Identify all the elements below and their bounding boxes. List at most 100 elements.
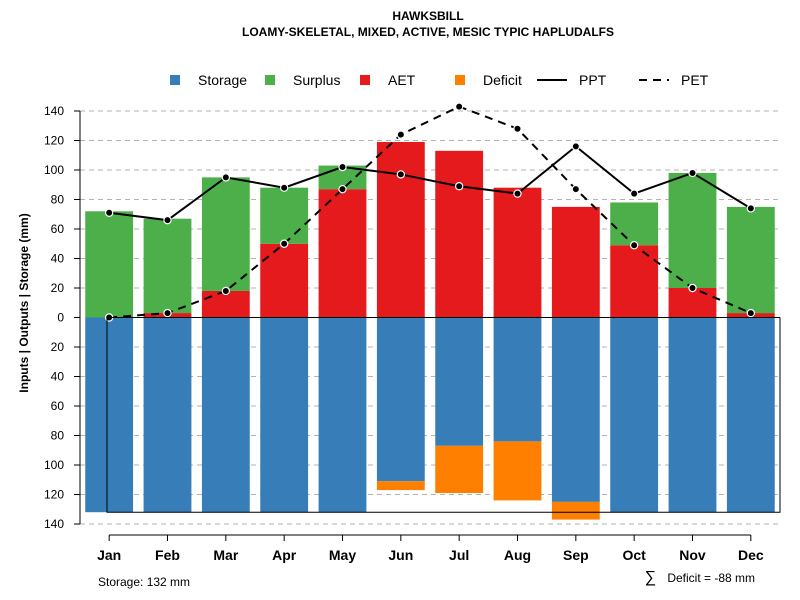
storage-bar (493, 317, 542, 442)
aet-bar (610, 245, 659, 318)
surplus-bar (610, 202, 659, 246)
y-tick-label: 140 (44, 104, 64, 118)
x-tick-label-sep: Sep (563, 547, 589, 563)
pet-point (396, 130, 406, 139)
y-tick-label: 80 (51, 193, 65, 207)
legend-label-ppt: PPT (579, 72, 607, 88)
aet-bar (668, 288, 717, 318)
x-tick-label-dec: Dec (738, 547, 764, 563)
surplus-bar (726, 206, 775, 314)
aet-bar (493, 187, 542, 318)
ppt-point (104, 208, 114, 217)
pet-point (338, 184, 347, 194)
pet-point (629, 241, 639, 250)
pet-point (279, 239, 289, 248)
y-axis-label: Inputs | Outputs | Storage (mm) (17, 213, 31, 392)
pet-point (688, 283, 697, 293)
pet-point (746, 308, 756, 318)
y-tick-label: 80 (51, 429, 65, 443)
legend-swatch-aet (360, 75, 370, 85)
y-tick-label: 120 (44, 488, 64, 502)
chart-title: HAWKSBILL (392, 9, 463, 23)
storage-bar (201, 317, 250, 513)
pet-point (571, 184, 581, 194)
y-tick-label: 20 (51, 340, 65, 354)
pet-point (221, 286, 231, 296)
ppt-point (396, 170, 406, 179)
aet-bar (318, 189, 367, 318)
legend: Storage Surplus AET Deficit PPT PET (170, 72, 709, 88)
y-tick-label: 40 (51, 252, 65, 266)
pet-line (109, 105, 752, 319)
storage-capacity-outline (106, 317, 781, 513)
storage-bar (143, 317, 192, 513)
deficit-footnote: Deficit = -88 mm (667, 571, 755, 585)
pet-point (454, 102, 464, 111)
ppt-point (279, 183, 289, 192)
y-tick-label: 20 (51, 281, 65, 295)
ppt-point (163, 215, 172, 225)
ppt-point (746, 204, 756, 213)
storage-bar (260, 317, 309, 513)
surplus-bar (668, 172, 717, 288)
y-tick-label: 40 (51, 370, 65, 384)
storage-bar (726, 317, 775, 513)
surplus-bar (201, 177, 250, 291)
aet-bar (376, 141, 425, 318)
aet-bar (260, 243, 309, 318)
storage-bar (435, 317, 484, 446)
pet-point (163, 308, 172, 318)
legend-swatch-deficit (455, 75, 465, 85)
deficit-bar (493, 441, 542, 501)
ppt-point (571, 142, 581, 151)
aet-bar (435, 150, 484, 318)
deficit-bar (376, 481, 425, 491)
legend-swatch-surplus (265, 75, 275, 85)
ppt-point (221, 173, 231, 182)
x-tick-label-mar: Mar (213, 547, 238, 563)
sum-symbol: ∑ (645, 569, 656, 586)
storage-bar (318, 317, 367, 513)
y-tick-label: 120 (44, 134, 64, 148)
x-tick-label-jul: Jul (449, 547, 469, 563)
x-tick-label-aug: Aug (504, 547, 531, 563)
storage-footnote: Storage: 132 mm (98, 575, 190, 589)
chart-subtitle: LOAMY-SKELETAL, MIXED, ACTIVE, MESIC TYP… (242, 25, 614, 39)
legend-label-surplus: Surplus (293, 72, 340, 88)
y-tick-label: 100 (44, 458, 64, 472)
legend-label-deficit: Deficit (483, 72, 522, 88)
deficit-bar (435, 445, 484, 494)
axes: 140 120 100 80 60 40 20 0 20 40 60 80 100 120 140 Jan Fe… (44, 104, 781, 563)
y-tick-label: 60 (51, 399, 65, 413)
ppt-point (513, 189, 522, 198)
storage-bar (551, 317, 600, 502)
aet-bar (201, 290, 250, 318)
x-tick-label-apr: Apr (272, 547, 297, 563)
line-marks (104, 102, 756, 322)
legend-label-pet: PET (681, 72, 709, 88)
pet-point (513, 124, 522, 133)
storage-bar (668, 317, 717, 513)
y-tick-label: 140 (44, 517, 64, 531)
aet-bar (551, 206, 600, 318)
y-tick-label: 100 (44, 163, 64, 177)
surplus-bar (143, 218, 192, 314)
surplus-bar (260, 187, 309, 244)
deficit-bar (551, 501, 600, 520)
ppt-line (109, 145, 752, 222)
storage-bar (610, 317, 659, 513)
y-tick-label: 0 (57, 311, 64, 325)
legend-swatch-storage (170, 75, 180, 85)
legend-label-aet: AET (388, 72, 416, 88)
ppt-point (454, 182, 464, 191)
x-tick-label-may: May (329, 547, 356, 563)
x-tick-label-jun: Jun (388, 547, 413, 563)
x-tick-label-oct: Oct (622, 547, 646, 563)
x-tick-label-feb: Feb (155, 547, 180, 563)
surplus-bar (85, 211, 134, 318)
legend-label-storage: Storage (198, 72, 247, 88)
ppt-point (688, 168, 697, 178)
x-tick-label-jan: Jan (97, 547, 121, 563)
y-tick-label: 60 (51, 222, 65, 236)
